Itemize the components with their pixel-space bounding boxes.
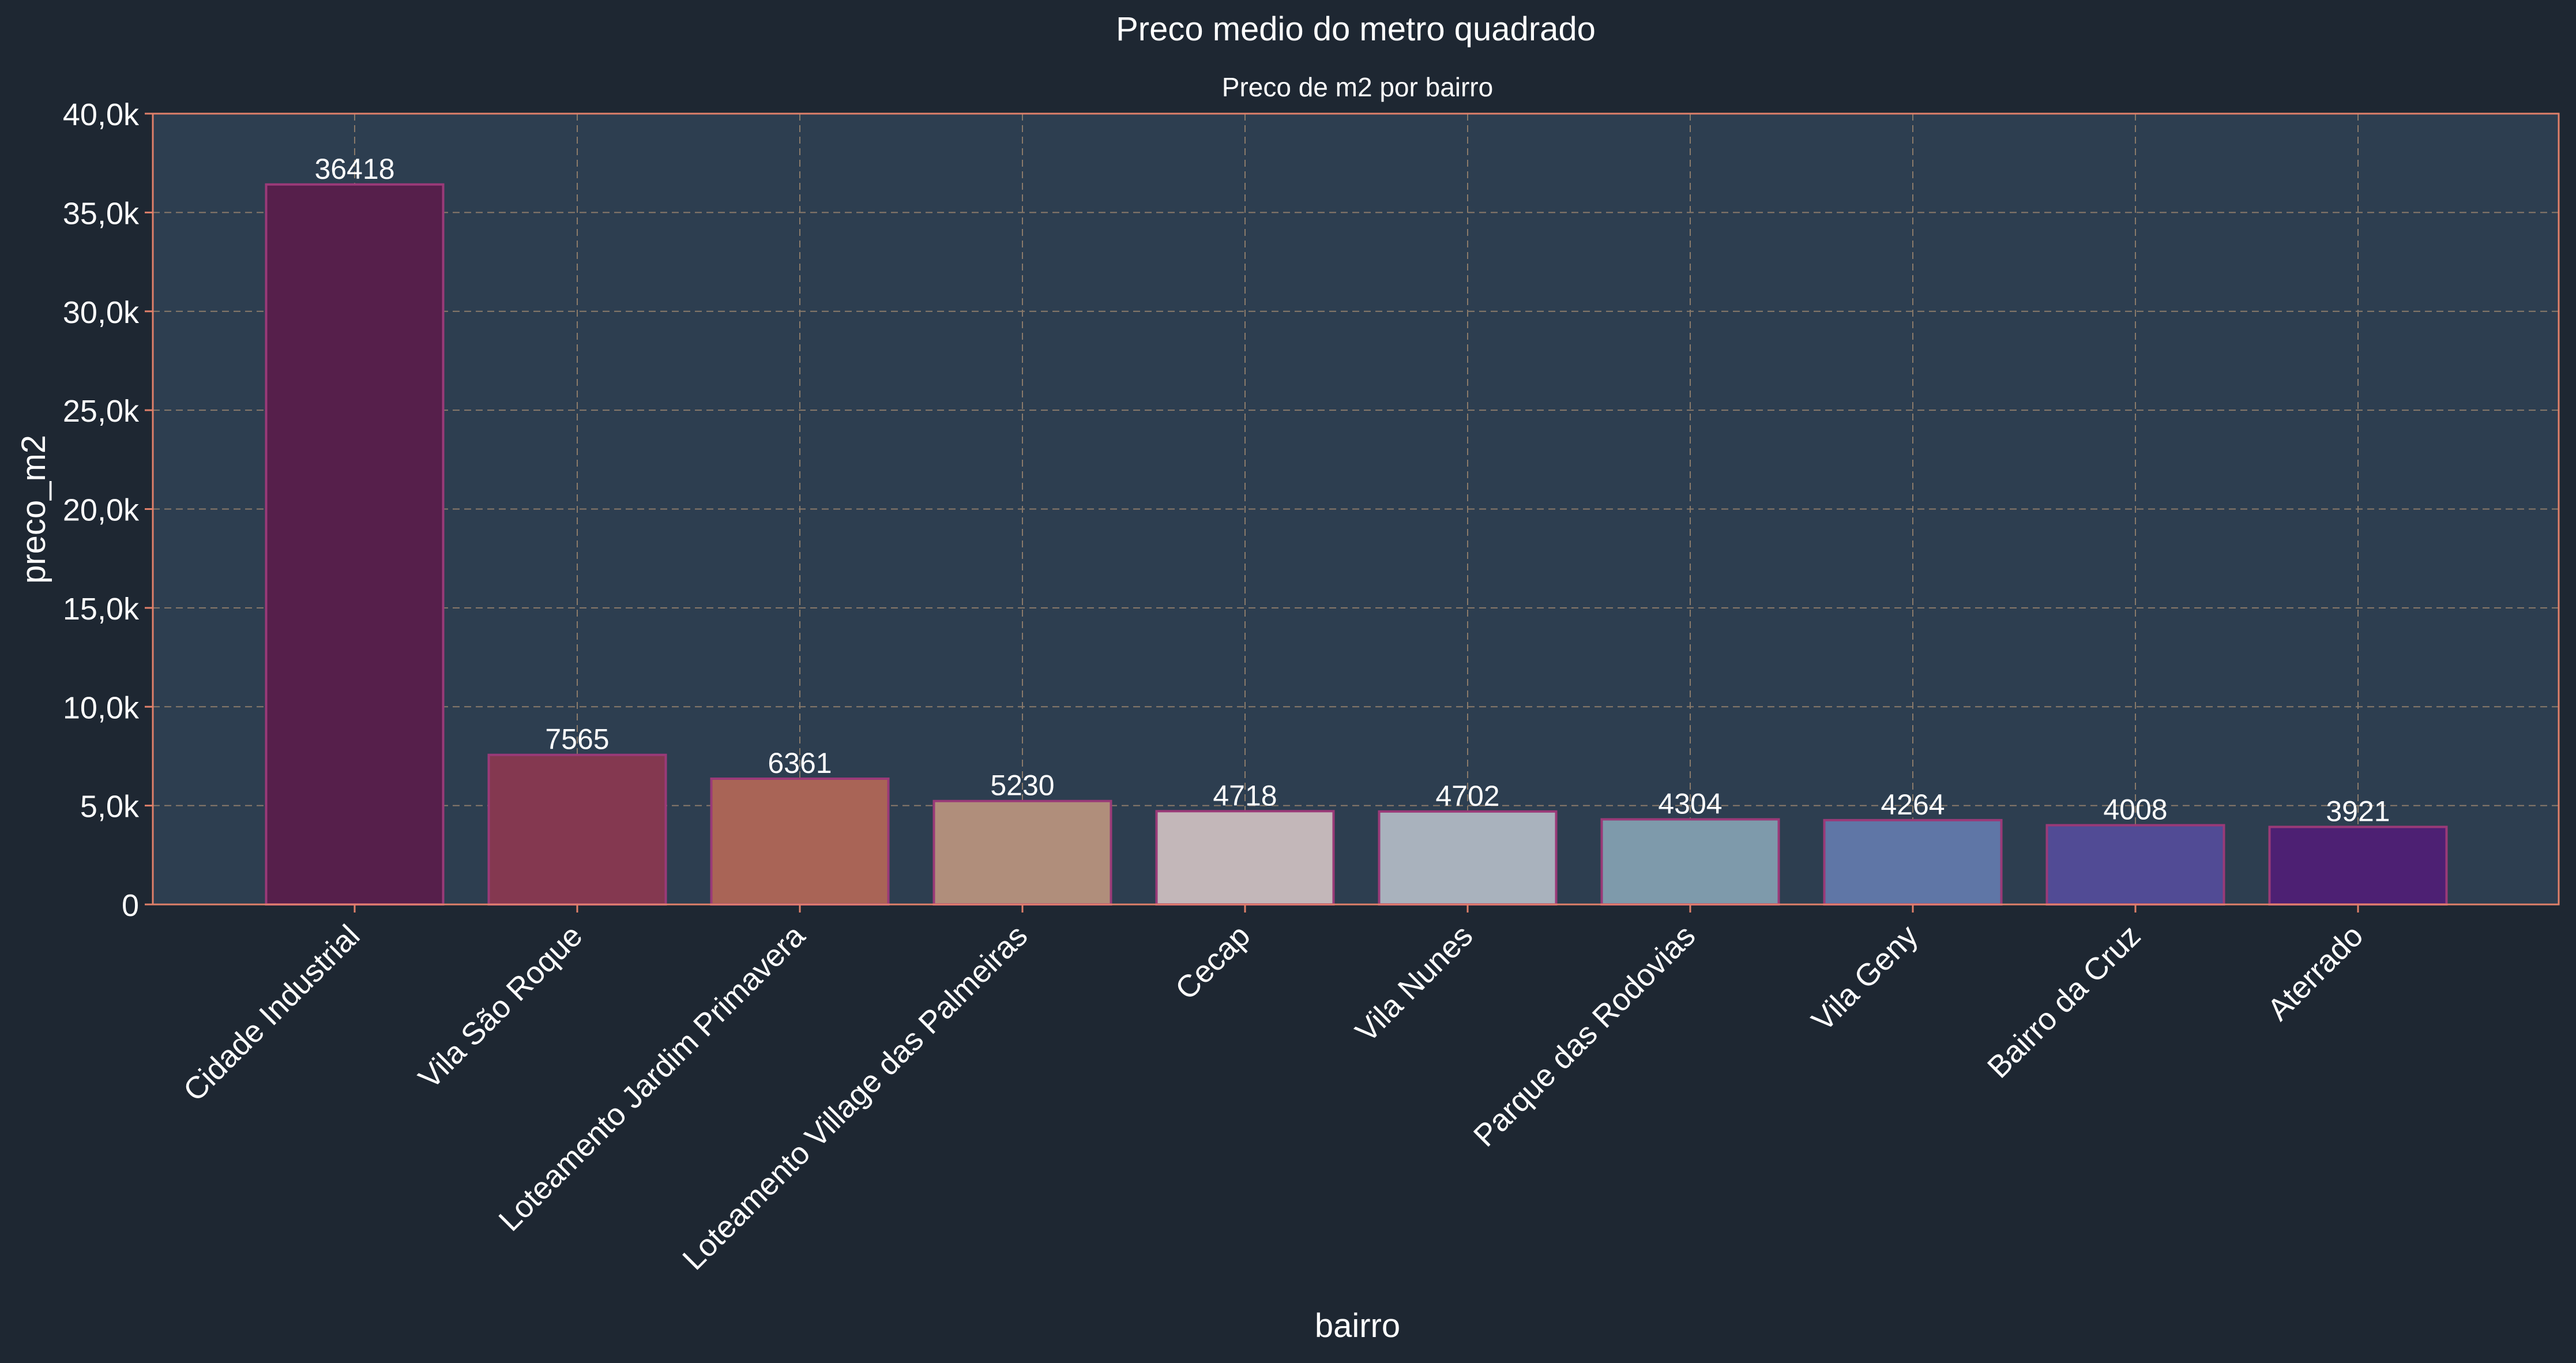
bar-value-label: 7565 [545,723,609,756]
x-axis-label: bairro [1315,1307,1400,1345]
bar-value-label: 36418 [314,153,394,185]
y-tick-label: 40,0k [63,97,140,132]
bar [1600,818,1780,906]
bar-value-label: 4718 [1213,779,1277,812]
y-tick-label: 0 [122,888,139,923]
bar [1823,818,2003,906]
bar-value-label: 4264 [1881,788,1945,821]
bar-value-label: 5230 [990,769,1054,802]
y-axis: 0 5,0k 10,0k 15,0k 20,0k 25,0k 30,0k 35,0k 40,0k [63,97,153,923]
y-tick-label: 10,0k [63,690,140,725]
bar [265,183,445,906]
chart-subtitle: Preco de m2 por bairro [1222,72,1493,102]
bar [2045,824,2225,906]
y-tick-label: 5,0k [80,790,140,824]
bar [1155,810,1335,906]
chart-title: Preco medio do metro quadrado [1116,10,1596,48]
bar-value-label: 4008 [2103,794,2167,826]
bar-value-label: 4304 [1658,787,1722,820]
bar-value-labels: 36418 7565 6361 5230 4718 4702 4304 4264 4008 392… [314,153,2390,828]
bar [487,753,667,906]
bar [2268,825,2448,906]
bar-value-label: 6361 [768,747,832,779]
y-tick-label: 35,0k [63,196,140,231]
y-tick-label: 20,0k [63,493,140,528]
bar-value-label: 4702 [1435,780,1499,812]
bar [1378,810,1558,906]
y-tick-label: 25,0k [63,394,140,429]
y-tick-label: 30,0k [63,295,140,330]
y-tick-label: 15,0k [63,592,140,626]
bar [932,799,1112,906]
bars [265,183,2448,906]
bar [710,777,890,906]
bar-value-label: 3921 [2326,795,2390,828]
y-axis-label: preco_m2 [15,435,52,584]
